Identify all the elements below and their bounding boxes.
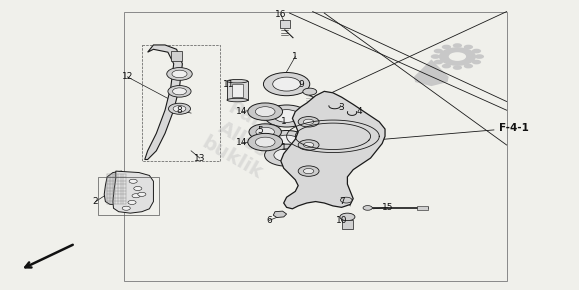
Circle shape	[453, 43, 462, 48]
Circle shape	[265, 144, 309, 166]
Circle shape	[274, 149, 299, 162]
Bar	[227, 81, 248, 100]
Text: 1: 1	[281, 117, 287, 126]
Circle shape	[138, 192, 146, 196]
Text: 7: 7	[339, 197, 345, 206]
Circle shape	[248, 103, 283, 120]
Circle shape	[303, 168, 314, 174]
Circle shape	[248, 133, 283, 151]
Text: 11: 11	[223, 79, 234, 89]
Text: 1: 1	[292, 52, 298, 61]
Ellipse shape	[227, 79, 248, 83]
Text: 13: 13	[194, 153, 206, 163]
Circle shape	[475, 54, 484, 59]
Circle shape	[274, 110, 299, 122]
Text: 5: 5	[258, 126, 263, 135]
Circle shape	[298, 140, 319, 150]
Circle shape	[340, 197, 352, 203]
Text: 10: 10	[336, 216, 347, 225]
Circle shape	[128, 200, 136, 204]
Circle shape	[134, 186, 142, 191]
Circle shape	[263, 130, 310, 154]
Polygon shape	[145, 45, 182, 160]
Bar	[171, 51, 182, 61]
Circle shape	[298, 166, 319, 176]
Circle shape	[442, 45, 451, 49]
Circle shape	[129, 179, 137, 183]
Circle shape	[273, 77, 301, 91]
Polygon shape	[113, 171, 153, 213]
Circle shape	[449, 52, 466, 61]
Text: 8: 8	[177, 106, 182, 115]
Circle shape	[464, 45, 473, 49]
Circle shape	[434, 49, 443, 53]
Circle shape	[173, 106, 186, 112]
Text: 16: 16	[275, 10, 287, 19]
Text: 14: 14	[236, 107, 248, 116]
Circle shape	[249, 124, 281, 140]
Circle shape	[255, 137, 275, 147]
Text: 15: 15	[382, 203, 394, 212]
Circle shape	[303, 88, 317, 95]
Circle shape	[132, 194, 140, 198]
Circle shape	[303, 142, 314, 148]
Text: 1: 1	[281, 143, 287, 153]
Circle shape	[255, 107, 275, 117]
Text: 12: 12	[122, 72, 133, 81]
Circle shape	[122, 206, 130, 210]
Circle shape	[168, 86, 191, 97]
Circle shape	[442, 64, 451, 68]
Circle shape	[472, 49, 481, 53]
Bar	[280, 20, 290, 28]
Circle shape	[340, 213, 355, 221]
Text: 9: 9	[298, 79, 304, 89]
Text: 2: 2	[93, 197, 98, 206]
Circle shape	[273, 135, 301, 149]
Circle shape	[472, 60, 481, 64]
Text: F-4-1: F-4-1	[499, 123, 529, 133]
Circle shape	[363, 206, 372, 210]
Circle shape	[256, 127, 274, 137]
Bar	[98, 177, 159, 215]
Text: Parts
Alles
buklik: Parts Alles buklik	[199, 95, 288, 183]
Polygon shape	[281, 91, 385, 209]
Circle shape	[173, 88, 186, 95]
Circle shape	[464, 64, 473, 68]
Circle shape	[167, 68, 192, 80]
Polygon shape	[273, 211, 287, 218]
Circle shape	[168, 103, 190, 114]
Circle shape	[172, 70, 187, 78]
Bar	[417, 206, 428, 210]
Circle shape	[453, 65, 462, 70]
Circle shape	[303, 119, 314, 124]
Bar	[232, 84, 243, 97]
Circle shape	[298, 117, 319, 127]
Circle shape	[434, 60, 443, 64]
Circle shape	[431, 54, 440, 59]
Text: 6: 6	[266, 216, 272, 225]
Text: 3: 3	[339, 103, 345, 112]
Bar	[124, 12, 507, 281]
Polygon shape	[414, 59, 449, 86]
Circle shape	[265, 105, 309, 127]
Bar	[342, 220, 353, 229]
Text: 4: 4	[356, 107, 362, 116]
Text: 14: 14	[236, 137, 248, 147]
Circle shape	[439, 47, 476, 66]
Polygon shape	[104, 171, 127, 204]
Circle shape	[263, 72, 310, 96]
Ellipse shape	[227, 98, 248, 102]
